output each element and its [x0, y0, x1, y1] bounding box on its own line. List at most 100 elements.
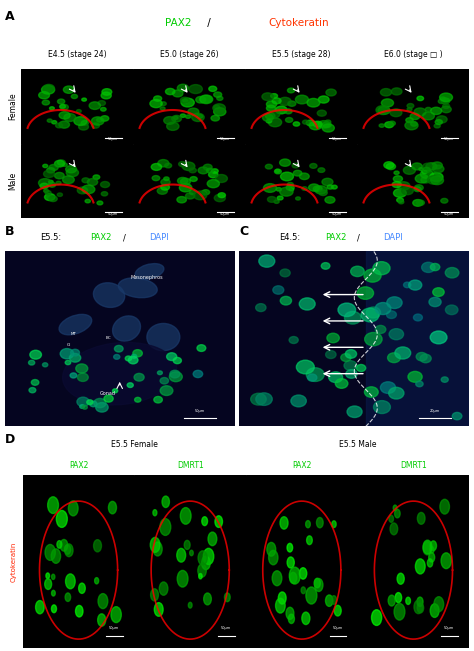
Circle shape [436, 116, 447, 123]
Circle shape [381, 89, 392, 96]
Circle shape [164, 117, 175, 124]
Circle shape [306, 368, 324, 381]
Circle shape [52, 120, 57, 124]
Circle shape [114, 355, 120, 359]
Circle shape [43, 85, 55, 92]
Circle shape [43, 164, 48, 167]
Circle shape [211, 115, 219, 121]
Circle shape [356, 365, 366, 372]
Circle shape [280, 296, 292, 305]
Circle shape [208, 532, 217, 546]
Circle shape [64, 86, 74, 93]
Circle shape [185, 115, 191, 118]
Circle shape [310, 163, 317, 169]
Circle shape [194, 191, 207, 200]
Circle shape [432, 165, 444, 173]
Circle shape [100, 182, 109, 187]
Circle shape [325, 197, 335, 203]
Circle shape [76, 364, 88, 373]
Circle shape [270, 187, 274, 190]
Circle shape [177, 570, 188, 587]
Circle shape [97, 118, 103, 122]
Circle shape [430, 541, 437, 551]
Text: DAPI: DAPI [383, 233, 403, 242]
Circle shape [63, 176, 74, 184]
Circle shape [372, 610, 382, 626]
Circle shape [101, 92, 111, 99]
Circle shape [267, 197, 276, 202]
Circle shape [265, 113, 275, 119]
Circle shape [165, 89, 175, 94]
Circle shape [438, 99, 445, 104]
Circle shape [77, 397, 89, 406]
Circle shape [203, 164, 212, 170]
Circle shape [382, 99, 393, 107]
Circle shape [200, 95, 213, 104]
Circle shape [289, 337, 298, 344]
Circle shape [52, 590, 55, 596]
Circle shape [440, 499, 449, 514]
Circle shape [98, 101, 105, 105]
Circle shape [384, 161, 394, 169]
Circle shape [94, 398, 106, 408]
Circle shape [87, 400, 93, 404]
Circle shape [77, 187, 88, 194]
Circle shape [413, 200, 423, 206]
Circle shape [133, 350, 142, 357]
Circle shape [55, 160, 64, 167]
Circle shape [285, 118, 293, 122]
Circle shape [279, 97, 291, 105]
Circle shape [415, 559, 425, 574]
Circle shape [181, 98, 194, 107]
Circle shape [308, 374, 317, 381]
Circle shape [406, 118, 413, 122]
Text: PAX2: PAX2 [165, 18, 191, 29]
Circle shape [269, 550, 278, 565]
Circle shape [49, 180, 53, 184]
Circle shape [287, 182, 293, 187]
Circle shape [114, 346, 123, 352]
Circle shape [393, 505, 397, 511]
Circle shape [433, 288, 444, 296]
Ellipse shape [118, 278, 157, 298]
Circle shape [28, 360, 35, 365]
Bar [366, 251, 469, 426]
Circle shape [323, 122, 331, 128]
Circle shape [199, 574, 202, 579]
Text: E5.0 (stage 26): E5.0 (stage 26) [160, 49, 219, 59]
Circle shape [95, 577, 99, 584]
Circle shape [414, 108, 426, 116]
Circle shape [289, 187, 294, 191]
Circle shape [214, 105, 219, 109]
Text: 50μm: 50μm [109, 626, 119, 630]
Circle shape [331, 185, 337, 189]
Circle shape [414, 600, 423, 614]
Circle shape [390, 523, 398, 535]
Circle shape [207, 168, 213, 173]
Circle shape [125, 356, 132, 361]
Circle shape [301, 587, 305, 594]
Circle shape [307, 536, 312, 545]
Circle shape [191, 113, 204, 122]
Circle shape [214, 92, 222, 97]
Circle shape [288, 101, 296, 106]
Circle shape [48, 182, 55, 187]
Circle shape [416, 352, 427, 361]
Circle shape [280, 269, 290, 277]
Circle shape [172, 115, 182, 122]
Text: BC: BC [105, 335, 111, 340]
Circle shape [403, 166, 415, 174]
Circle shape [319, 190, 327, 195]
Circle shape [381, 381, 396, 393]
Circle shape [82, 178, 90, 183]
Circle shape [203, 557, 207, 562]
Circle shape [317, 110, 326, 116]
Circle shape [426, 163, 437, 170]
Circle shape [388, 353, 401, 363]
Circle shape [286, 185, 294, 190]
Circle shape [266, 105, 275, 111]
Circle shape [422, 167, 430, 173]
Circle shape [388, 595, 395, 606]
Text: A: A [5, 10, 14, 23]
Circle shape [334, 605, 341, 616]
